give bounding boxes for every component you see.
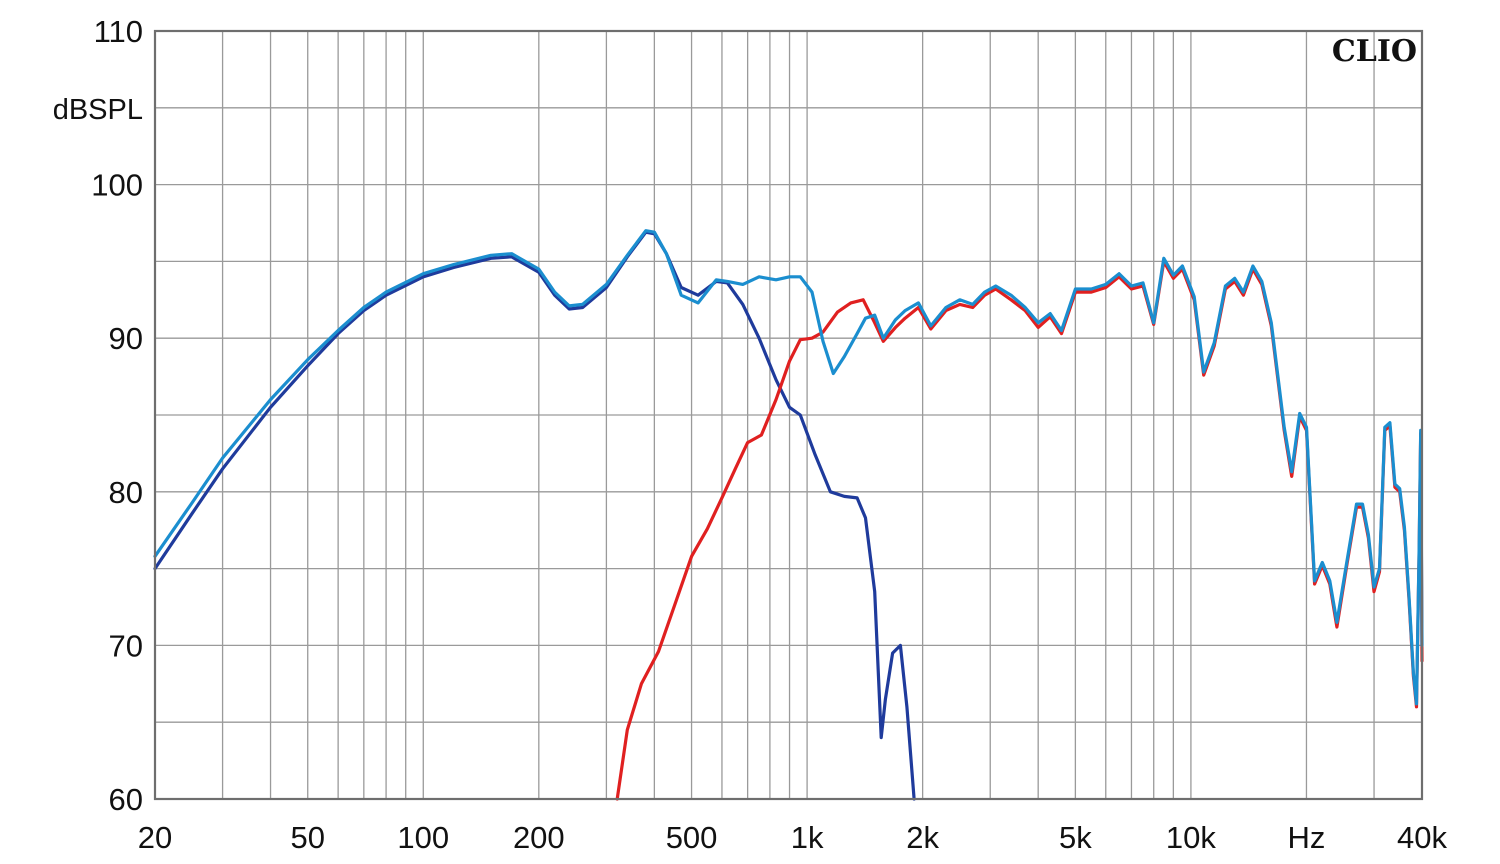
x-tick-label: 50: [290, 820, 324, 855]
y-unit-label: dBSPL: [53, 94, 143, 126]
y-tick-label: 100: [91, 168, 143, 203]
x-tick-label: 10k: [1166, 820, 1216, 855]
y-tick-label: 60: [109, 782, 143, 817]
x-tick-label: 20: [138, 820, 172, 855]
y-tick-labels: 60 70 80 90 100 110: [91, 14, 143, 817]
series-layer: [153, 229, 1424, 801]
x-tick-label: 5k: [1059, 820, 1092, 855]
y-tick-label: 110: [94, 14, 143, 49]
x-tick-labels: 20 50 100 200 500 1k 2k 5k 10k 40k Hz: [138, 820, 1448, 855]
y-tick-label: 90: [109, 321, 143, 356]
series-line-3: [153, 229, 1424, 706]
x-unit-label: Hz: [1288, 820, 1326, 855]
x-tick-label: 200: [513, 820, 565, 855]
y-tick-label: 70: [109, 628, 143, 663]
x-tick-label: 500: [666, 820, 718, 855]
x-tick-label: 2k: [906, 820, 939, 855]
series-line-1: [153, 230, 916, 801]
clio-watermark: CLIO: [1332, 34, 1417, 69]
x-tick-label: 100: [397, 820, 449, 855]
x-tick-label: 1k: [791, 820, 824, 855]
series-line-2: [615, 259, 1424, 801]
plot-frame: [153, 29, 1424, 801]
y-tick-label: 80: [109, 475, 143, 510]
grid: [154, 30, 1422, 800]
x-tick-label: 40k: [1397, 820, 1447, 855]
